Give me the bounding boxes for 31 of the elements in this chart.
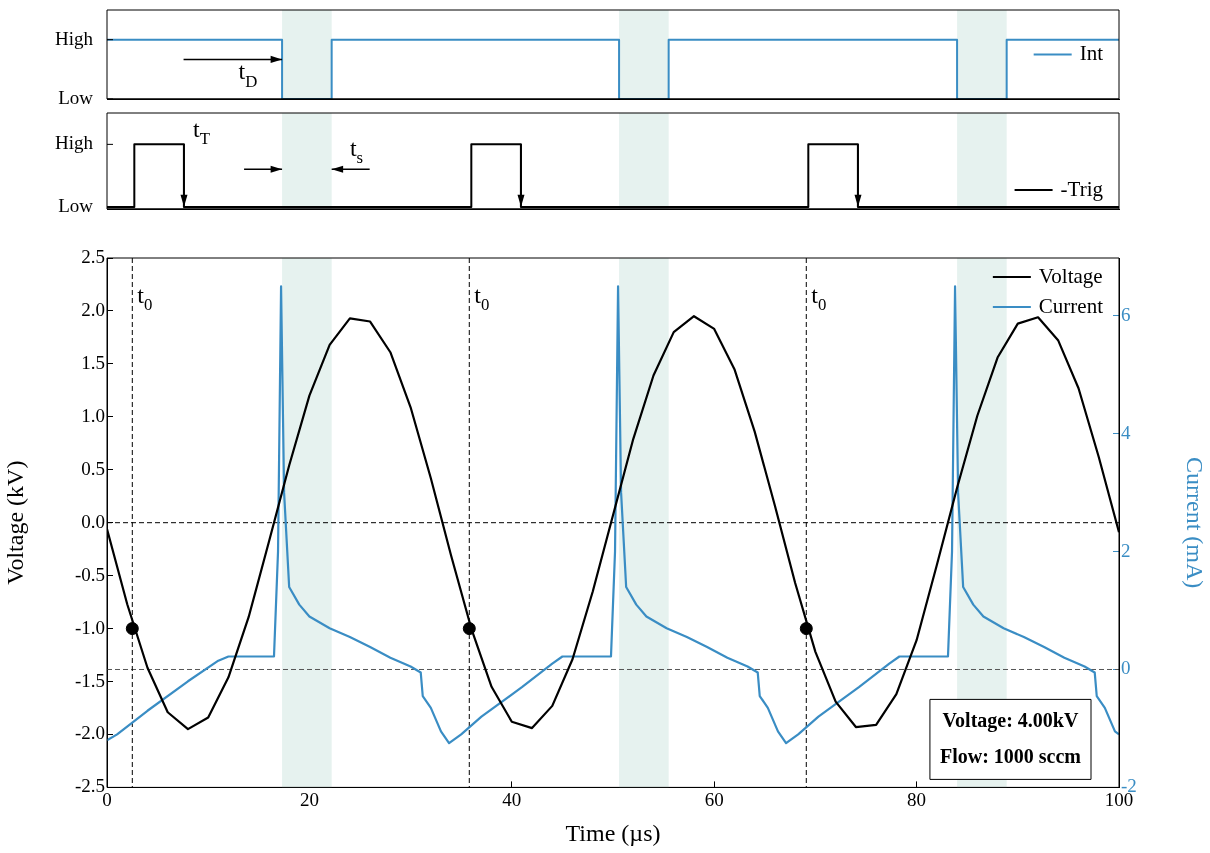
text: High: [55, 132, 94, 154]
y-tick-label: 1.0: [81, 404, 105, 426]
y-tick-label: 0.5: [81, 457, 105, 479]
y2-tick-label: 6: [1121, 303, 1131, 325]
x-tick-label: 80: [907, 788, 927, 810]
annotation: Voltage: 4.00kV: [942, 708, 1079, 732]
y-tick-label: 1.5: [81, 351, 105, 373]
y-tick-label: -1.0: [74, 616, 105, 638]
y-tick-label: -1.5: [74, 669, 105, 691]
legend-label: Current: [1038, 293, 1104, 318]
y2-tick-label: 2: [1121, 539, 1131, 561]
text: High: [55, 27, 94, 49]
x-tick-label: 40: [502, 788, 522, 810]
x-tick-label: 60: [704, 788, 724, 810]
y2-tick-label: 4: [1121, 421, 1131, 443]
text: Low: [58, 195, 94, 217]
y-axis-title: Voltage (kV): [1, 460, 28, 585]
x-axis-title: Time (µs): [565, 819, 661, 846]
annotation: Flow: 1000 sccm: [939, 744, 1082, 767]
y-tick-label: 0.0: [81, 510, 105, 532]
legend-label: Voltage: [1038, 263, 1103, 288]
y-tick-label: -2.0: [74, 722, 105, 744]
x-tick-label: 20: [299, 788, 319, 810]
y-tick-label: 2.0: [81, 298, 105, 320]
y-tick-label: 2.5: [81, 245, 105, 267]
y-tick-label: -0.5: [74, 563, 105, 585]
legend-label: Int: [1079, 41, 1104, 66]
y2-axis-title: Current (mA): [1182, 457, 1209, 589]
y2-tick-label: 0: [1121, 657, 1131, 679]
text: Low: [58, 86, 94, 108]
legend-label: -Trig: [1060, 176, 1104, 201]
